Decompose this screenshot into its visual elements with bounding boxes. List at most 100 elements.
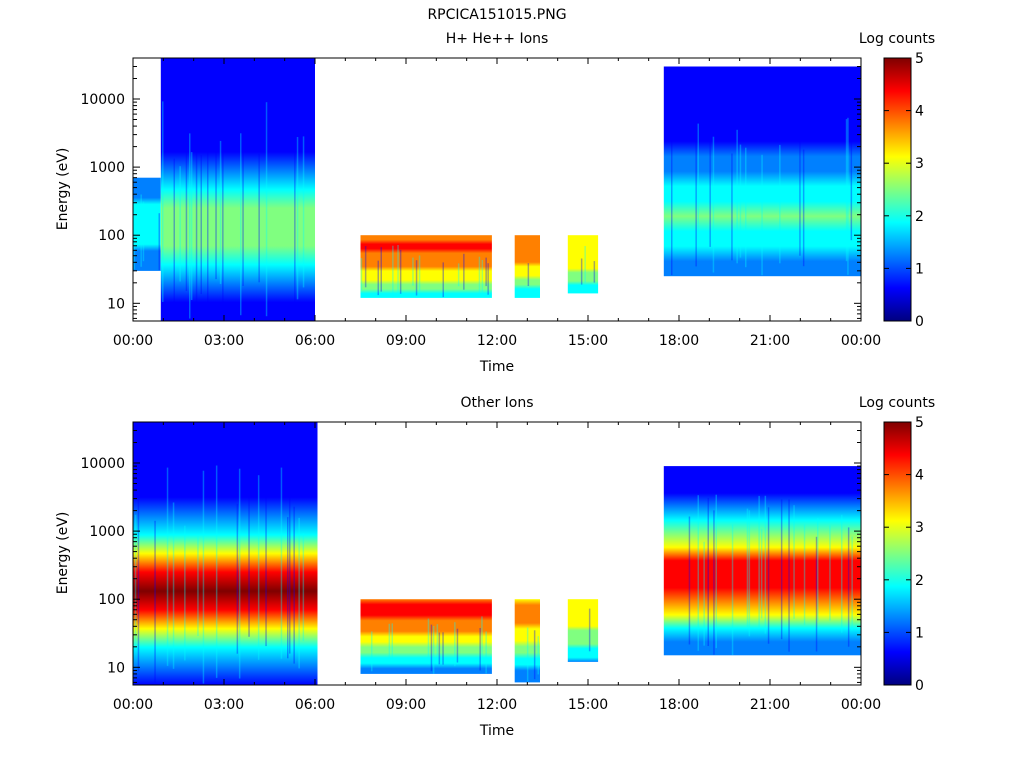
spectrogram-streak — [479, 628, 481, 671]
spectrogram-streak — [215, 465, 218, 678]
spectrogram-streak — [207, 127, 209, 314]
spectrogram-streak — [294, 135, 296, 302]
y-tick-label: 100 — [98, 592, 125, 608]
x-tick-label: 15:00 — [568, 333, 608, 349]
colorbar-tick-label: 1 — [915, 625, 924, 641]
spectrogram-streak — [746, 508, 749, 628]
spectrogram-streak — [248, 487, 250, 637]
colorbar-label: Log counts — [859, 31, 935, 47]
spectrogram-streak — [671, 107, 673, 276]
spectrogram-streak — [397, 245, 399, 296]
spectrogram-streak — [847, 117, 849, 275]
spectrogram-streak — [238, 468, 241, 679]
spectrogram-block — [663, 66, 861, 277]
spectrogram-streak — [758, 495, 760, 629]
spectrogram-streak — [793, 505, 795, 619]
spectrogram-streak — [240, 133, 242, 316]
spectrogram-streak — [377, 260, 379, 296]
spectrogram-streak — [302, 136, 305, 288]
spectrogram-streak — [154, 520, 156, 683]
spectrogram-streak — [485, 631, 487, 674]
spectrogram-streak — [432, 626, 435, 674]
panel-title: Other Ions — [460, 395, 533, 411]
spectrogram-streak — [302, 533, 305, 642]
y-axis-label: Energy (eV) — [55, 148, 71, 231]
spectrogram-block — [514, 235, 540, 298]
spectrogram-streak — [736, 129, 738, 264]
spectrogram-streak — [527, 263, 530, 286]
spectrogram-streak — [236, 503, 239, 654]
colorbar: 0 1 2 3 4 5 — [883, 415, 924, 694]
spectrogram-streak — [298, 517, 300, 669]
colorbar-tick-label: 2 — [915, 209, 924, 225]
colorbar-tick-label: 4 — [915, 104, 924, 120]
colorbar-gradient — [883, 421, 912, 686]
spectrogram-streak — [731, 524, 734, 656]
spectrogram-streak — [189, 133, 191, 319]
spectrogram-streak — [584, 246, 586, 283]
x-tick-label: 00:00 — [113, 333, 153, 349]
spectrogram-streak — [580, 258, 583, 285]
spectrogram-streak — [293, 506, 295, 664]
spectrogram-streak — [166, 467, 169, 666]
spectrogram-streak — [430, 624, 433, 672]
x-tick-label: 21:00 — [750, 697, 790, 713]
spectrogram-streak — [803, 524, 806, 625]
colorbar-tick-label: 0 — [915, 314, 924, 330]
spectrogram-streak — [258, 153, 260, 283]
x-tick-label: 00:00 — [841, 333, 881, 349]
spectrogram-block — [567, 599, 599, 662]
spectrogram-streak — [761, 154, 763, 276]
spectrogram-streak — [713, 510, 715, 655]
x-axis-label: Time — [479, 723, 514, 739]
x-tick-label: 18:00 — [659, 333, 699, 349]
spectrogram-streak — [140, 194, 142, 267]
spectrogram-streak — [478, 256, 481, 295]
spectrogram-streak — [588, 608, 591, 652]
spectrogram-streak — [219, 140, 222, 284]
spectrogram-streak — [697, 123, 699, 246]
spectrogram-streak — [760, 528, 763, 619]
colorbar-tick-label: 2 — [915, 573, 924, 589]
spectrogram-streak — [593, 261, 596, 283]
y-axis: 10 100 1000 10000 — [80, 421, 861, 683]
spectrogram-streak — [533, 630, 536, 680]
colorbar-tick-label: 4 — [915, 468, 924, 484]
spectrogram-streak — [173, 158, 175, 320]
spectrogram-streak — [371, 631, 373, 672]
x-tick-label: 09:00 — [386, 697, 426, 713]
spectrogram-streak — [817, 518, 819, 621]
spectrogram-streak — [190, 152, 193, 300]
spectrogram-streak — [767, 507, 770, 644]
y-tick-label: 10 — [107, 296, 125, 312]
spectrogram-block — [567, 235, 599, 294]
spectrogram-streak — [436, 624, 439, 665]
colorbar-tick-label: 5 — [915, 415, 924, 431]
spectrogram-streak — [380, 247, 382, 292]
colorbar-tick-label: 0 — [915, 678, 924, 694]
x-tick-label: 12:00 — [477, 333, 517, 349]
x-tick-label: 12:00 — [477, 697, 517, 713]
spectrogram-streak — [392, 245, 394, 298]
spectrogram-streak — [481, 616, 483, 660]
spectrogram-streak — [280, 467, 283, 659]
spectrogram-streak — [202, 470, 205, 684]
y-tick-label: 1000 — [89, 524, 125, 540]
spectrogram-block — [360, 235, 492, 298]
x-tick-label: 21:00 — [750, 333, 790, 349]
colorbar-tick-label: 3 — [915, 156, 924, 172]
y-tick-label: 1000 — [89, 160, 125, 176]
spectrogram-streak — [463, 253, 465, 290]
spectrogram-streak — [399, 249, 402, 294]
spectrogram-streak — [364, 246, 367, 288]
colorbar-label: Log counts — [859, 395, 935, 411]
panel-other-ions: Other Ions 00:00 03:00 06:00 09:00 12:00 15:0… — [55, 395, 935, 739]
spectrogram-streak — [715, 494, 717, 649]
y-tick-label: 10000 — [80, 92, 125, 108]
spectrogram-streak — [457, 263, 460, 287]
spectrogram-streak — [172, 502, 175, 669]
panel-h-he-ions: H+ He++ Ions 00:00 03:00 06:00 09:00 12:00 15… — [55, 31, 935, 375]
spectrogram-streak — [360, 258, 363, 291]
colorbar-tick-label: 5 — [915, 51, 924, 67]
spectrogram-streak — [142, 201, 145, 262]
